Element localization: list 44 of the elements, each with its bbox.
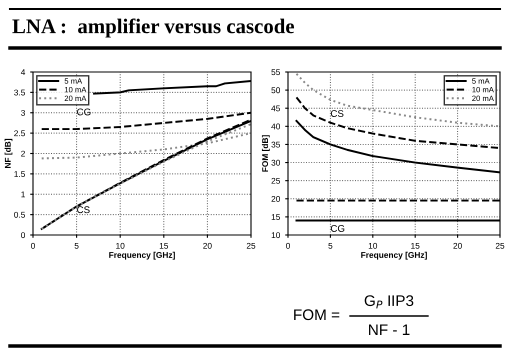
annotation: CS xyxy=(330,110,344,117)
annotation: CG xyxy=(77,108,90,116)
text: G$_{P}$ IIP3 xyxy=(364,295,414,308)
y-tick-label: 10 xyxy=(272,232,280,238)
y-tick-label: 30 xyxy=(271,160,280,166)
x-tick-label: 25 xyxy=(246,242,256,249)
y-tick-label: 2 xyxy=(21,150,25,157)
x-tick-label: 0 xyxy=(31,242,35,249)
y-tick-label: 55 xyxy=(271,69,280,76)
annotation: CG xyxy=(330,225,344,232)
y-axis-title: NF [dB] xyxy=(4,138,12,168)
annotation: CS xyxy=(77,206,90,214)
y-tick-label: 2.5 xyxy=(14,130,26,136)
y-axis-title: FOM [dB] xyxy=(262,135,270,172)
x-axis-title: Frequency [GHz] xyxy=(361,252,427,260)
y-tick-label: 1 xyxy=(21,192,25,198)
text: LNA : amplifier versus cascode xyxy=(12,18,294,38)
y-tick-label: 1.5 xyxy=(14,171,26,177)
x-tick-label: 15 xyxy=(411,242,420,249)
text: FOM = xyxy=(294,309,340,320)
y-tick-label: 40 xyxy=(271,124,280,130)
y-tick-label: 50 xyxy=(271,87,280,94)
y-tick-label: 3.5 xyxy=(14,90,26,96)
y-tick-label: 35 xyxy=(271,142,280,148)
y-tick-label: 0.5 xyxy=(14,212,26,218)
y-tick-label: 20 xyxy=(272,196,280,202)
x-axis-title: Frequency [GHz] xyxy=(109,252,175,260)
y-tick-label: 45 xyxy=(271,106,280,112)
y-tick-label: 0 xyxy=(21,232,26,238)
y-tick-label: 15 xyxy=(272,214,280,220)
x-tick-label: 10 xyxy=(116,242,125,249)
x-tick-label: 10 xyxy=(368,242,378,249)
y-tick-label: 3 xyxy=(21,110,25,116)
x-tick-label: 25 xyxy=(496,242,504,249)
y-tick-label: 4 xyxy=(20,69,26,76)
x-tick-label: 0 xyxy=(286,242,290,249)
line-series xyxy=(296,72,500,128)
x-tick-label: 5 xyxy=(74,242,79,249)
x-tick-label: 15 xyxy=(160,242,168,249)
y-tick-label: 25 xyxy=(272,178,280,184)
x-tick-label: 20 xyxy=(453,242,462,249)
text: NF - 1 xyxy=(369,324,410,335)
x-tick-label: 5 xyxy=(328,242,332,249)
x-tick-label: 20 xyxy=(203,242,212,249)
